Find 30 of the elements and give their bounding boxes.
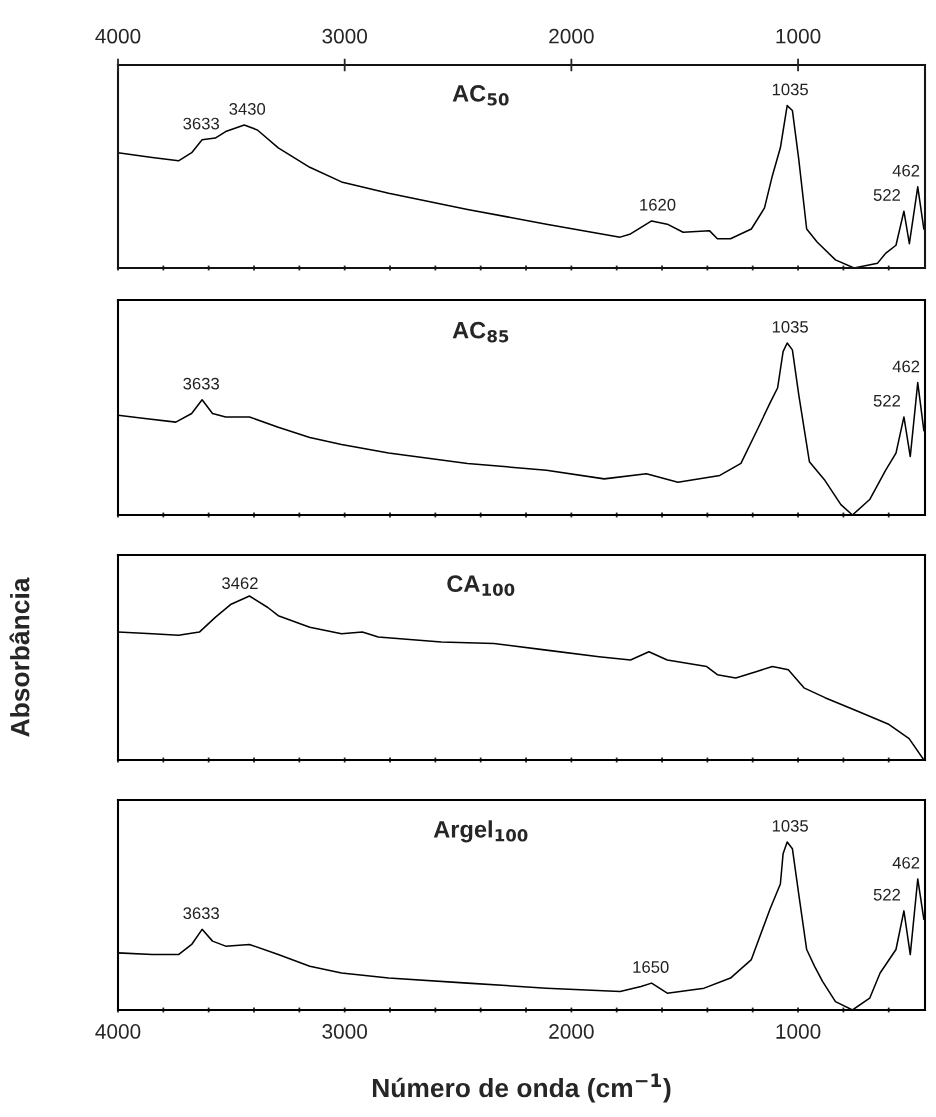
chart-title: Argel$_{100}$ [433, 820, 528, 843]
annotation: 462 [892, 856, 920, 869]
annotation: 522 [873, 189, 901, 201]
x2-tick-label: 1000 [776, 28, 821, 44]
annotation: 522 [873, 888, 901, 901]
x-tick-label: 4000 [95, 1024, 141, 1039]
annotation: 1035 [772, 819, 808, 832]
x2-tick-label: 2000 [549, 28, 594, 44]
annotation: 1035 [772, 320, 808, 333]
annotation: 3462 [222, 577, 258, 590]
chart-title: AC$_{85}$ [452, 321, 509, 343]
x-tick-label: 1000 [776, 1024, 821, 1039]
y-axis-title: Absorbância [9, 577, 30, 737]
annotation: 3633 [183, 117, 219, 130]
annotation: 3633 [183, 377, 219, 390]
chart-title: AC$_{50}$ [452, 85, 509, 106]
annotation: 522 [873, 394, 901, 407]
annotation: 3633 [183, 907, 219, 920]
x-axis-title: Número de onda (cm$^{−1}$) [372, 1073, 671, 1103]
chart-title: CA$_{100}$ [447, 575, 515, 596]
annotation: 3430 [229, 103, 266, 115]
annotation: 462 [892, 360, 920, 373]
x2-tick-label: 4000 [95, 28, 141, 44]
annotation: 1035 [772, 83, 808, 96]
x-tick-label: 3000 [322, 1024, 368, 1039]
x-tick-label: 2000 [549, 1024, 594, 1039]
annotation: 1620 [640, 198, 676, 211]
x2-tick-label: 3000 [322, 28, 368, 44]
annotation: 462 [892, 164, 920, 177]
annotation: 1650 [633, 961, 669, 973]
